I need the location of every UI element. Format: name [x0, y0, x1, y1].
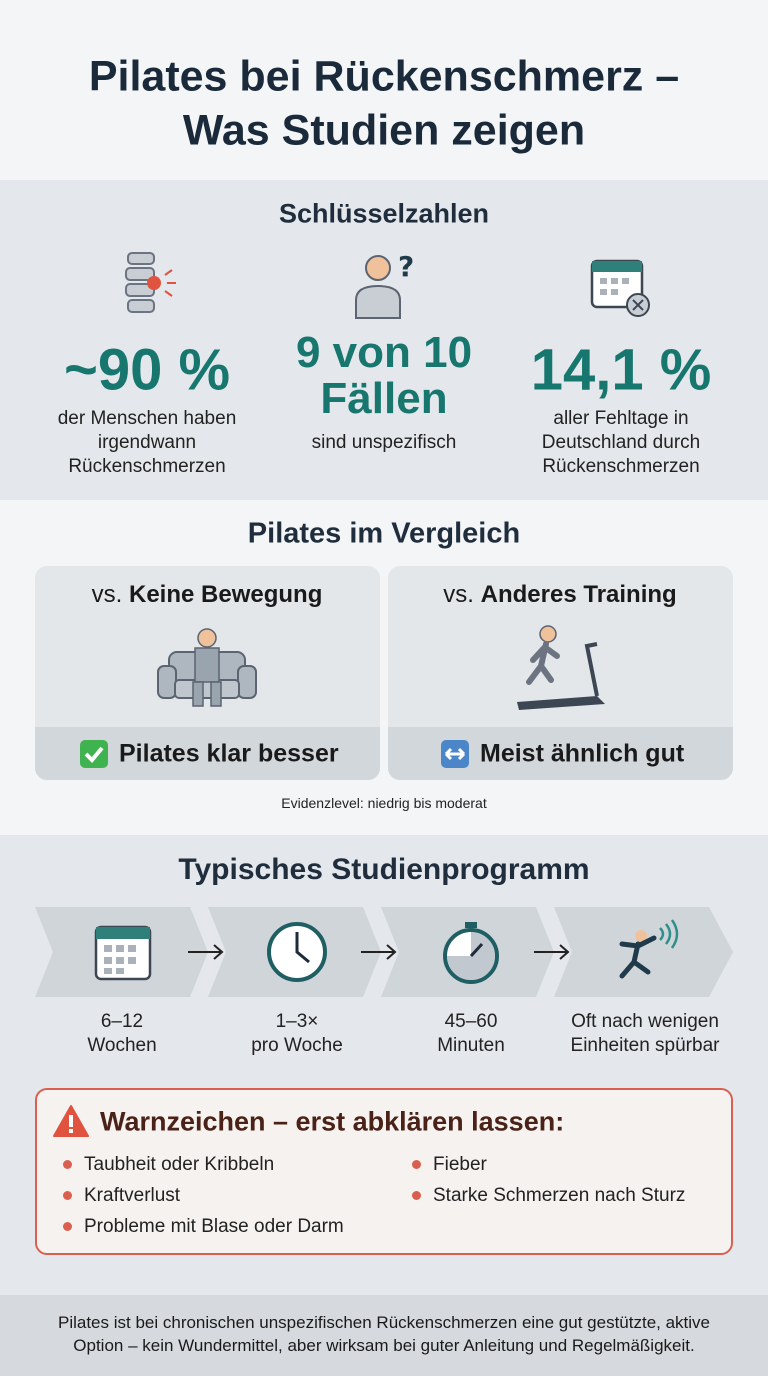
- arrows-icon: [441, 740, 469, 768]
- card-result: Pilates klar besser: [119, 739, 339, 768]
- card-result: Meist ähnlich gut: [480, 739, 685, 768]
- warning-item: Fieber: [433, 1154, 487, 1175]
- bullet: [63, 1160, 72, 1169]
- step-label: pro Woche: [251, 1035, 343, 1056]
- figure-value: ~90 %: [63, 337, 231, 403]
- warning-item: Kraftverlust: [84, 1185, 181, 1206]
- figure-value: 9 von 10: [295, 328, 473, 377]
- step-label: 45–60: [444, 1011, 498, 1032]
- card-label: Anderes Training: [480, 581, 677, 608]
- title-line: Pilates bei Rückenschmerz –: [88, 52, 680, 101]
- section-heading: Schlüsselzahlen: [278, 198, 490, 229]
- figure-value: 14,1 %: [530, 337, 712, 403]
- bullet: [412, 1191, 421, 1200]
- warning-box: [35, 1088, 733, 1255]
- card-prefix: vs.: [443, 581, 474, 608]
- step-label: Minuten: [437, 1035, 505, 1056]
- card-prefix: vs.: [91, 581, 123, 608]
- warning-title: Warnzeichen – erst abklären lassen:: [100, 1106, 565, 1137]
- card-title: vs. Anderes Training: [443, 581, 676, 609]
- bullet: [412, 1160, 421, 1169]
- figure-description: Deutschland durch: [541, 432, 701, 453]
- figure-description: aller Fehltage in: [553, 408, 689, 429]
- bullet: [63, 1222, 72, 1231]
- warning-item: Probleme mit Blase oder Darm: [84, 1216, 344, 1237]
- step-label: Einheiten spürbar: [570, 1035, 720, 1056]
- person-question-icon: ?: [355, 250, 414, 319]
- warning-item: Starke Schmerzen nach Sturz: [433, 1185, 686, 1206]
- comparison-card: vs. Keine Bewegung Pilates klar besser: [35, 566, 380, 780]
- sofa-icon: [157, 628, 257, 707]
- footer-band: [0, 1295, 768, 1376]
- footer-line: Option – kein Wundermittel, aber wirksam…: [73, 1336, 695, 1355]
- program-chevrons: [35, 907, 733, 997]
- comparison-card: vs. Anderes Training Meist ähnlich gut: [388, 566, 733, 780]
- figure-description: irgendwann: [97, 432, 197, 453]
- figure-description: der Menschen haben: [57, 408, 237, 429]
- card-title: vs. Keine Bewegung: [92, 581, 323, 609]
- evidence-note: Evidenzlevel: niedrig bis moderat: [281, 795, 487, 811]
- warning-item: Taubheit oder Kribbeln: [84, 1154, 275, 1175]
- calendar-x-icon: [590, 259, 650, 317]
- title-line: Was Studien zeigen: [182, 106, 586, 155]
- figure-description: sind unspezifisch: [311, 432, 457, 453]
- check-icon: [80, 740, 108, 768]
- bullet: [63, 1191, 72, 1200]
- step-label: 1–3×: [275, 1011, 319, 1032]
- step-label: Wochen: [87, 1035, 157, 1056]
- warning-icon: [53, 1105, 89, 1137]
- treadmill-icon: [517, 625, 605, 710]
- step-label: 6–12: [100, 1011, 144, 1032]
- key-figures-band: [0, 180, 768, 500]
- section-heading: Typisches Studienprogramm: [178, 853, 590, 886]
- step-label: Oft nach wenigen: [571, 1011, 719, 1032]
- spine-icon: [125, 252, 176, 313]
- section-heading: Pilates im Vergleich: [247, 517, 521, 550]
- figure-value: Fällen: [320, 374, 448, 423]
- card-label: Keine Bewegung: [128, 581, 323, 608]
- figure-description: Rückenschmerzen: [542, 456, 700, 477]
- footer-line: Pilates ist bei chronischen unspezifisch…: [57, 1313, 711, 1332]
- figure-description: Rückenschmerzen: [68, 456, 226, 477]
- svg-text:?: ?: [398, 250, 414, 283]
